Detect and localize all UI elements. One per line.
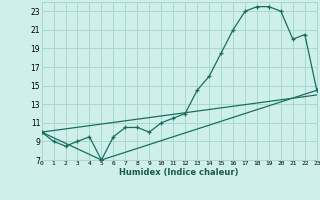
X-axis label: Humidex (Indice chaleur): Humidex (Indice chaleur) bbox=[119, 168, 239, 177]
